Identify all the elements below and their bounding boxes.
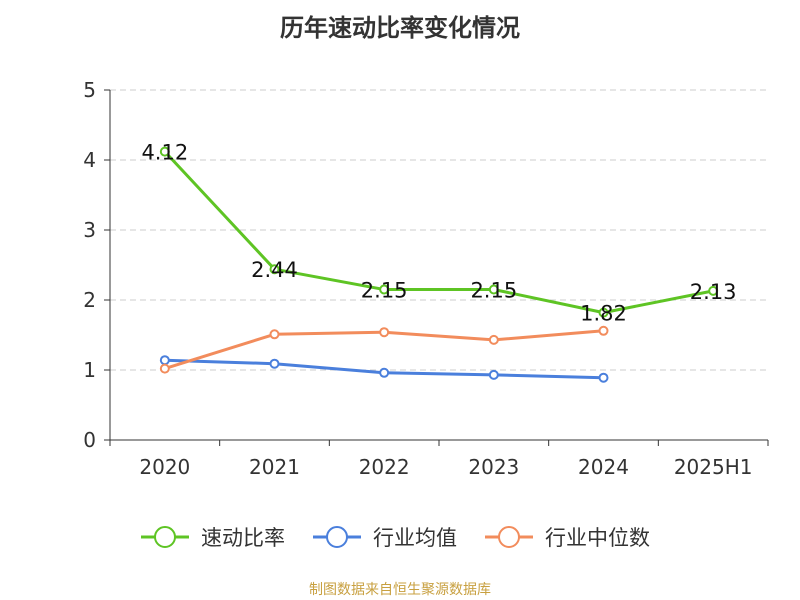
data-point (598, 325, 609, 336)
axes: 0 1 2 3 4 5 2020 2021 2022 2023 2024 2025H1 (83, 78, 769, 479)
y-tick-label: 3 (83, 218, 96, 242)
data-label: 2.44 (251, 258, 298, 282)
legend-marker-2 (498, 526, 520, 548)
x-tick-label: 2020 (139, 455, 190, 479)
data-point (379, 327, 390, 338)
x-tick-label: 2022 (359, 455, 410, 479)
data-point (269, 358, 280, 369)
chart-title: 历年速动比率变化情况 (280, 14, 520, 42)
legend-marker-1 (326, 526, 348, 548)
legend: 速动比率 行业均值 行业中位数 (141, 526, 650, 550)
data-label: 1.82 (580, 302, 627, 326)
data-label: 2.15 (361, 279, 408, 303)
y-tick-label: 1 (83, 358, 96, 382)
data-point (159, 146, 170, 157)
data-point (269, 264, 280, 275)
y-tick-label: 4 (83, 148, 96, 172)
series (159, 146, 719, 383)
y-tick-label: 5 (83, 78, 96, 102)
grid-lines (110, 89, 768, 371)
data-point (598, 372, 609, 383)
data-point (379, 284, 390, 295)
legend-label-2: 行业中位数 (545, 526, 650, 550)
y-tick-label: 2 (83, 288, 96, 312)
data-point (488, 284, 499, 295)
x-tick-label: 2024 (578, 455, 629, 479)
data-labels: 4.12 2.44 2.15 2.15 1.82 2.13 (141, 141, 736, 326)
x-tick-label: 2025H1 (674, 455, 753, 479)
data-point (598, 307, 609, 318)
data-point (159, 363, 170, 374)
data-point (488, 334, 499, 345)
y-tick-label: 0 (83, 428, 96, 452)
legend-label-0: 速动比率 (201, 526, 285, 550)
legend-label-1: 行业均值 (373, 526, 457, 550)
x-tick-label: 2021 (249, 455, 300, 479)
data-point (708, 285, 719, 296)
data-label: 2.15 (470, 279, 517, 303)
data-point (488, 369, 499, 380)
data-point (379, 367, 390, 378)
series-line-0 (163, 150, 714, 315)
data-point (269, 329, 280, 340)
x-tick-label: 2023 (468, 455, 519, 479)
source-note: 制图数据来自恒生聚源数据库 (309, 582, 491, 598)
legend-marker-0 (154, 526, 176, 548)
data-label: 4.12 (141, 141, 188, 165)
data-point (159, 355, 170, 366)
data-label: 2.13 (690, 280, 737, 304)
